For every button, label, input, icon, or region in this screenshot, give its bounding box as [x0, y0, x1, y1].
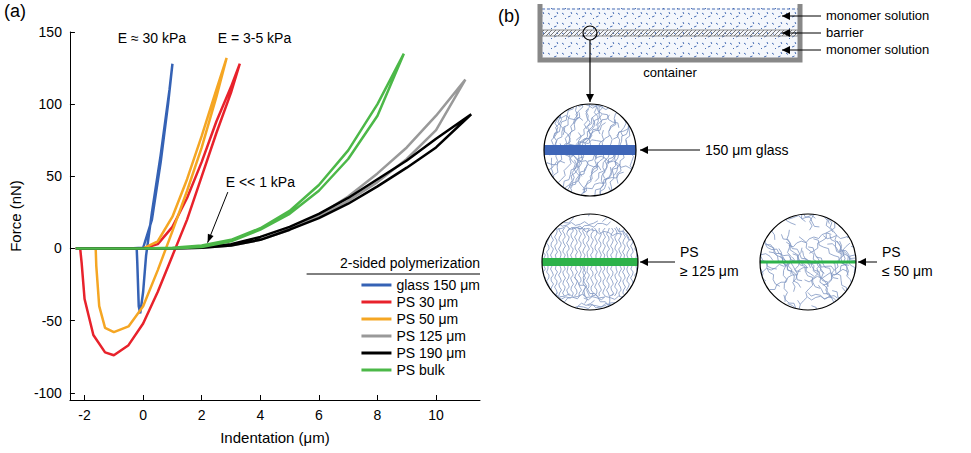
svg-text:50: 50 — [46, 168, 62, 184]
svg-text:E ≈ 30 kPa: E ≈ 30 kPa — [118, 30, 187, 46]
svg-text:100: 100 — [39, 96, 63, 112]
svg-text:6: 6 — [315, 407, 323, 423]
svg-text:E << 1 kPa: E << 1 kPa — [226, 174, 295, 190]
svg-text:4: 4 — [256, 407, 264, 423]
svg-text:PS 125 μm: PS 125 μm — [396, 328, 466, 344]
svg-text:(a): (a) — [4, 1, 26, 21]
svg-text:-50: -50 — [42, 313, 62, 329]
svg-text:E = 3-5 kPa: E = 3-5 kPa — [218, 30, 292, 46]
svg-text:150 μm glass: 150 μm glass — [705, 142, 789, 158]
svg-text:10: 10 — [428, 407, 444, 423]
svg-text:Force (nN): Force (nN) — [7, 180, 24, 252]
svg-text:PS bulk: PS bulk — [396, 362, 445, 378]
svg-text:monomer solution: monomer solution — [826, 8, 929, 23]
svg-text:PS 50 μm: PS 50 μm — [396, 311, 458, 327]
svg-text:150: 150 — [39, 24, 63, 40]
svg-text:0: 0 — [54, 240, 62, 256]
svg-text:glass 150 μm: glass 150 μm — [396, 277, 480, 293]
svg-text:PS 190 μm: PS 190 μm — [396, 345, 466, 361]
svg-text:monomer solution: monomer solution — [826, 42, 929, 57]
svg-text:container: container — [643, 65, 697, 80]
svg-text:barrier: barrier — [826, 25, 864, 40]
svg-text:0: 0 — [139, 407, 147, 423]
svg-text:(b): (b) — [498, 6, 520, 26]
svg-text:≤ 50 μm: ≤ 50 μm — [882, 263, 933, 279]
svg-text:PS: PS — [882, 244, 901, 260]
svg-text:≥ 125 μm: ≥ 125 μm — [680, 263, 739, 279]
svg-text:-100: -100 — [34, 385, 62, 401]
svg-text:PS: PS — [680, 244, 699, 260]
svg-text:PS 30 μm: PS 30 μm — [396, 294, 458, 310]
svg-text:2: 2 — [198, 407, 206, 423]
svg-text:Indentation (μm): Indentation (μm) — [220, 429, 330, 446]
svg-text:-2: -2 — [78, 407, 91, 423]
svg-text:8: 8 — [374, 407, 382, 423]
svg-text:2-sided polymerization: 2-sided polymerization — [340, 255, 480, 271]
